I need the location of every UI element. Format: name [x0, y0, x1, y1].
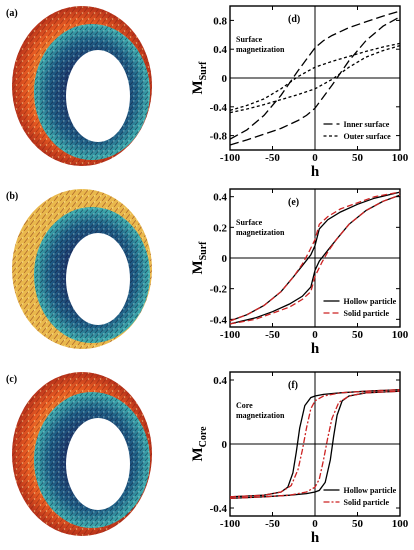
y-tick-label: -0.4 [210, 314, 228, 326]
y-tick-label: -0.8 [210, 131, 228, 143]
y-axis-label-subscript: Surf [198, 241, 209, 261]
legend-entry: Outer surface [344, 132, 392, 141]
y-axis-label: MSurf [190, 241, 209, 275]
y-tick-label: 0.8 [213, 15, 227, 27]
series-line-upper-branch [229, 42, 401, 112]
particle-panel-a: (a) [6, 6, 152, 166]
panel-label-c: (c) [6, 374, 17, 385]
y-tick-label: 0.4 [213, 192, 227, 204]
annotation-line: magnetization [236, 45, 285, 54]
particle-panel-c: (c) [6, 372, 152, 536]
x-tick-label: 50 [352, 152, 364, 164]
annotation-line: magnetization [236, 411, 285, 420]
series-inner-surface [229, 10, 401, 146]
y-axis-label-main: M [190, 447, 206, 461]
y-axis-label: MCore [190, 426, 209, 462]
x-tick-label: 50 [352, 518, 364, 530]
x-tick-label: 100 [392, 329, 409, 341]
series-solid-particle [229, 191, 401, 325]
x-tick-label: -100 [220, 329, 241, 341]
chart-d: -100 -50 0 50 100 -0.8 -0.4 0 0.4 0.8 h MSurf (d) Sur… [190, 5, 409, 180]
y-axis-label: MSurf [190, 61, 209, 95]
series-outer-surface [229, 42, 401, 114]
y-axis-label-subscript: Core [198, 426, 209, 447]
panel-label-a: (a) [6, 8, 18, 19]
panel-label: (d) [288, 14, 300, 25]
x-tick-label: -100 [220, 152, 241, 164]
x-tick-label: -50 [265, 518, 280, 530]
y-tick-label: 0 [222, 253, 228, 265]
series-solid-particle [229, 388, 401, 500]
legend-entry: Solid particle [344, 309, 390, 318]
chart-f: -100 -50 0 50 100-0.400.4hMCore(f)Coremagnet… [190, 371, 409, 546]
y-tick-label: 0 [222, 439, 228, 451]
x-tick-label: 0 [312, 152, 318, 164]
x-tick-label: -50 [265, 329, 280, 341]
panel-label: (f) [288, 380, 298, 391]
particle-image-b [12, 189, 152, 349]
x-tick-label: 0 [312, 518, 318, 530]
y-tick-label: 0.2 [213, 222, 227, 234]
legend-entry: Hollow particle [344, 486, 397, 495]
y-tick-label: -0.4 [210, 102, 228, 114]
series-line-lower-branch [229, 16, 401, 146]
particle-image-a [12, 6, 152, 166]
panel-label-b: (b) [6, 191, 18, 202]
legend-entry: Solid particle [344, 498, 390, 507]
y-tick-label: -0.4 [210, 503, 228, 515]
annotation-line: Core [236, 401, 253, 410]
panel-label: (e) [288, 197, 299, 208]
chart-e: -100 -50 0 50 100 -0.4 -0.2 0 0.2 0.4 h MSurf (e) Sur… [190, 188, 409, 357]
annotation-line: Surface [236, 218, 263, 227]
annotation-line: magnetization [236, 228, 285, 237]
x-axis-label: h [311, 341, 320, 357]
y-tick-label: 0 [222, 73, 228, 85]
x-tick-label: -100 [220, 518, 241, 530]
series-line-upper-branch [229, 10, 401, 140]
x-tick-label: -50 [265, 152, 280, 164]
x-tick-label: 100 [392, 518, 409, 530]
x-tick-label: 100 [392, 152, 409, 164]
y-tick-label: -0.2 [210, 284, 228, 296]
particle-panel-b: (b) [6, 189, 152, 349]
y-axis-label-subscript: Surf [198, 61, 209, 81]
particle-image-c [12, 372, 152, 536]
series-line-upper-branch [229, 191, 401, 322]
legend-entry: Hollow particle [344, 297, 397, 306]
x-tick-label: 0 [312, 329, 318, 341]
x-axis-label: h [311, 530, 320, 546]
series-line-lower-branch [229, 194, 401, 325]
legend-entry: Inner surface [344, 120, 390, 129]
y-tick-label: 0.4 [213, 44, 227, 56]
series-line-upper-branch [229, 388, 401, 498]
x-tick-label: 50 [352, 329, 364, 341]
x-axis-label: h [311, 164, 320, 180]
y-tick-label: 0.4 [213, 375, 227, 387]
y-axis-label-main: M [190, 80, 206, 94]
series-line-lower-branch [229, 44, 401, 114]
annotation-line: Surface [236, 35, 263, 44]
y-axis-label-main: M [190, 260, 206, 274]
